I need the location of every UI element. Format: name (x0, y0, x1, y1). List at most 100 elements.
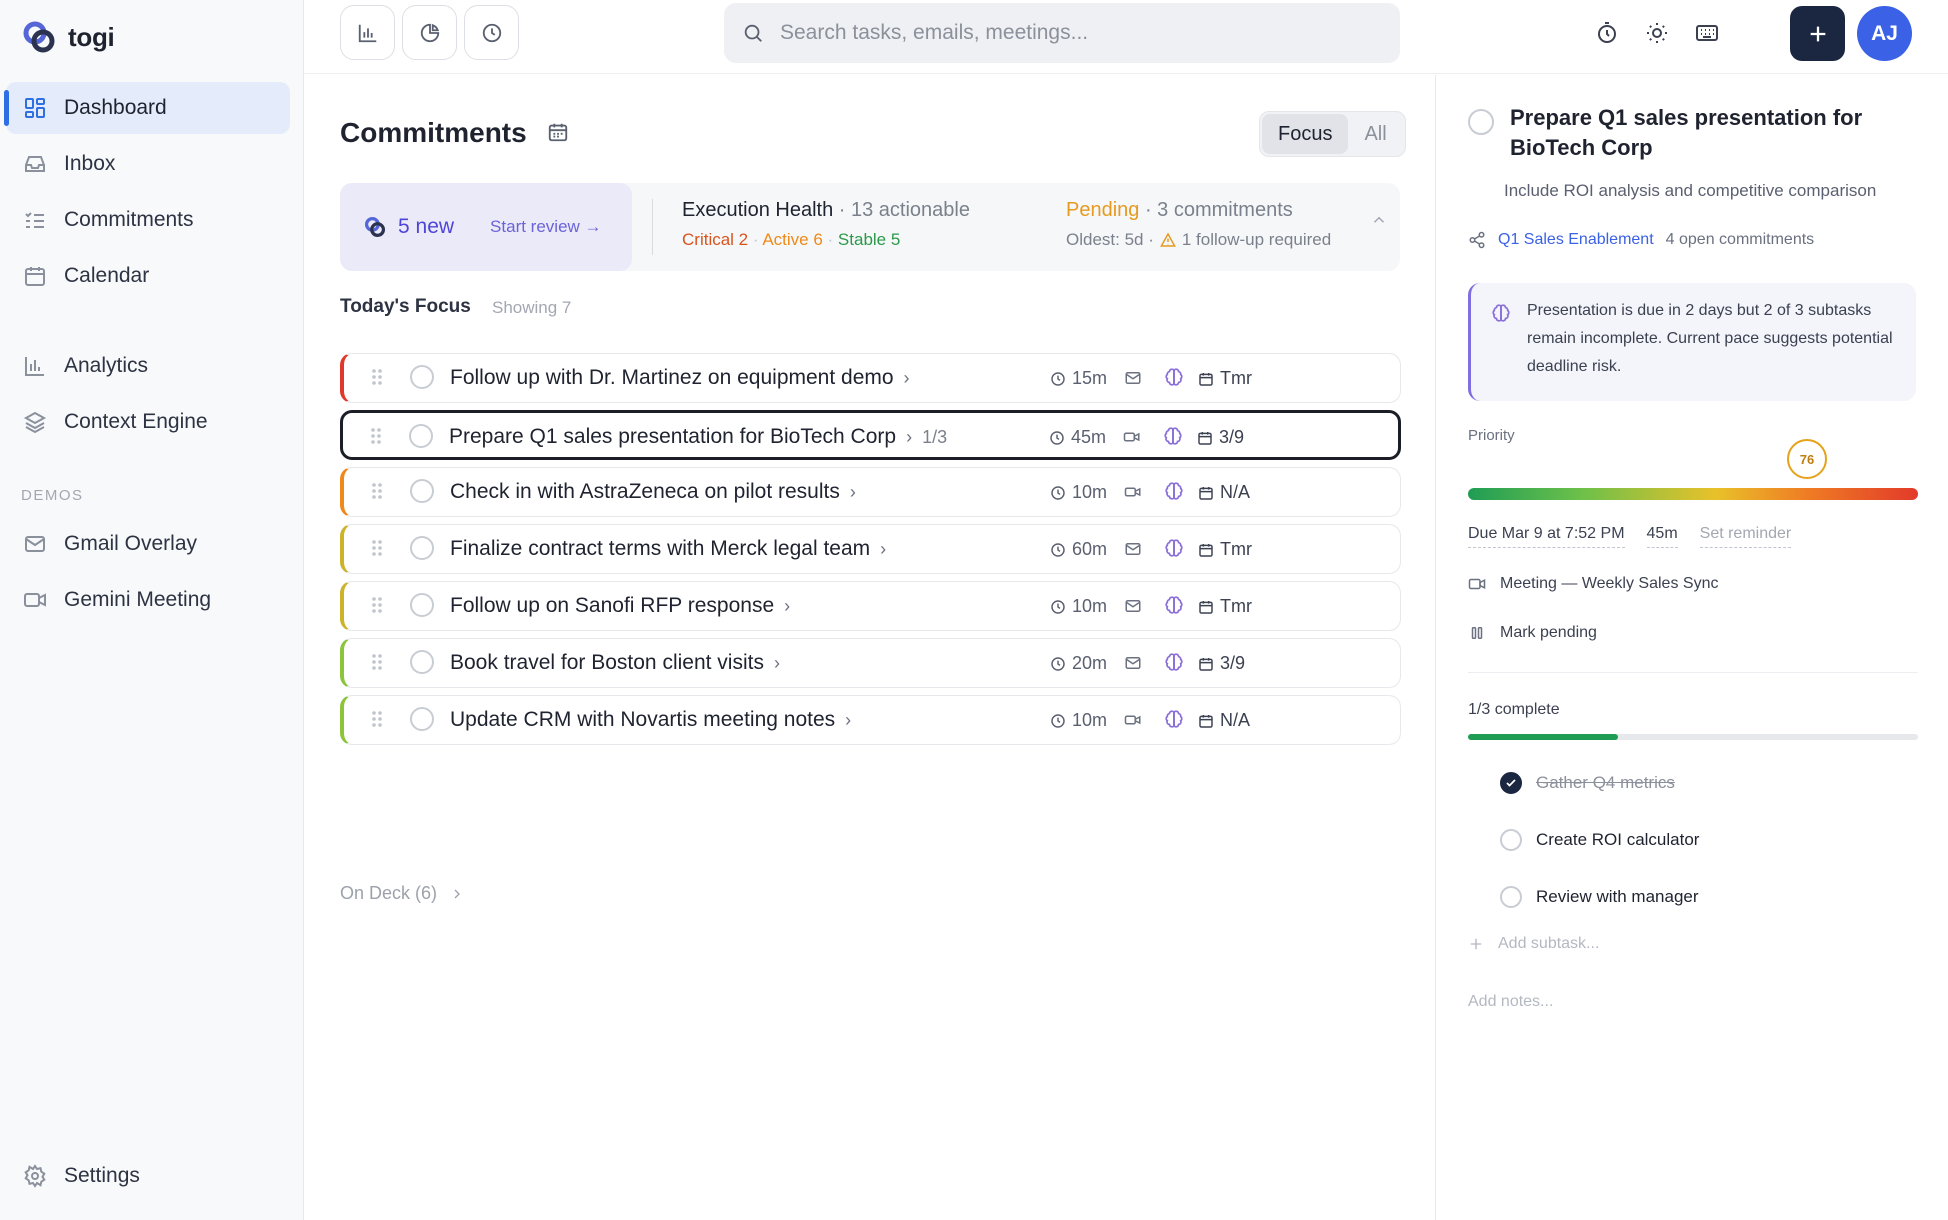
task-due[interactable]: Tmr (1198, 368, 1252, 389)
stable-count[interactable]: Stable 5 (837, 230, 901, 249)
meeting-link[interactable]: Meeting — Weekly Sales Sync (1468, 575, 1718, 593)
sidebar-item-analytics[interactable]: Analytics (6, 340, 290, 392)
video-icon[interactable] (1123, 428, 1141, 446)
brain-icon[interactable] (1164, 367, 1184, 387)
sidebar-item-settings[interactable]: Settings (6, 1150, 290, 1202)
mail-icon[interactable] (1124, 654, 1142, 672)
drag-handle-icon[interactable] (370, 367, 384, 387)
task-due[interactable]: 3/9 (1198, 653, 1245, 674)
task-row[interactable]: Update CRM with Novartis meeting notes ›… (340, 695, 1401, 745)
task-title[interactable]: Follow up on Sanofi RFP response › (450, 594, 790, 618)
mail-icon[interactable] (1124, 597, 1142, 615)
theme-toggle-button[interactable] (1640, 16, 1674, 50)
video-icon[interactable] (1124, 483, 1142, 501)
drag-handle-icon[interactable] (370, 595, 384, 615)
task-due[interactable]: Tmr (1198, 596, 1252, 617)
task-due[interactable]: N/A (1198, 482, 1250, 503)
task-title[interactable]: Follow up with Dr. Martinez on equipment… (450, 366, 910, 390)
task-due[interactable]: 3/9 (1197, 427, 1244, 448)
task-checkbox[interactable] (410, 365, 434, 389)
task-row[interactable]: Follow up on Sanofi RFP response › 10m T… (340, 581, 1401, 631)
brain-icon[interactable] (1164, 538, 1184, 558)
task-due[interactable]: N/A (1198, 710, 1250, 731)
sidebar-item-context-engine[interactable]: Context Engine (6, 396, 290, 448)
pie-chart-button[interactable] (402, 5, 457, 60)
video-icon[interactable] (1124, 711, 1142, 729)
critical-count[interactable]: Critical 2 (682, 230, 749, 249)
toggle-focus[interactable]: Focus (1262, 114, 1349, 154)
task-title[interactable]: Book travel for Boston client visits › (450, 651, 780, 675)
task-row[interactable]: Follow up with Dr. Martinez on equipment… (340, 353, 1401, 403)
avatar[interactable]: AJ (1857, 6, 1912, 61)
task-title[interactable]: Update CRM with Novartis meeting notes › (450, 708, 851, 732)
brain-icon[interactable] (1163, 426, 1183, 446)
add-button[interactable] (1790, 6, 1845, 61)
project-link[interactable]: Q1 Sales Enablement (1498, 231, 1654, 248)
calendar-icon[interactable] (547, 121, 569, 143)
pending-summary[interactable]: Pending · 3 commitments Oldest: 5d · 1 f… (1066, 199, 1331, 250)
mark-pending-button[interactable]: Mark pending (1468, 624, 1597, 642)
task-row[interactable]: Finalize contract terms with Merck legal… (340, 524, 1401, 574)
task-title[interactable]: Prepare Q1 sales presentation for BioTec… (449, 425, 947, 449)
task-checkbox[interactable] (410, 650, 434, 674)
task-row[interactable]: Check in with AstraZeneca on pilot resul… (340, 467, 1401, 517)
brain-icon[interactable] (1164, 595, 1184, 615)
subtask-item[interactable]: Gather Q4 metrics (1500, 772, 1675, 794)
analytics-button[interactable] (340, 5, 395, 60)
sidebar-item-commitments[interactable]: Commitments (6, 194, 290, 246)
task-due[interactable]: Tmr (1198, 539, 1252, 560)
collapse-chevron-icon[interactable] (1370, 211, 1388, 229)
sidebar-item-inbox[interactable]: Inbox (6, 138, 290, 190)
task-checkbox[interactable] (410, 479, 434, 503)
time-estimate[interactable]: 45m (1646, 525, 1678, 548)
brain-icon[interactable] (1164, 709, 1184, 729)
priority-bar[interactable] (1468, 488, 1918, 500)
toggle-all[interactable]: All (1364, 122, 1387, 145)
detail-title[interactable]: Prepare Q1 sales presentation for BioTec… (1510, 105, 1863, 160)
detail-description[interactable]: Include ROI analysis and competitive com… (1504, 181, 1877, 200)
timer-button[interactable] (1590, 16, 1624, 50)
subtask-item[interactable]: Create ROI calculator (1500, 829, 1699, 851)
history-button[interactable] (464, 5, 519, 60)
keyboard-shortcuts-button[interactable] (1690, 16, 1724, 50)
sidebar-item-gmail-overlay[interactable]: Gmail Overlay (6, 518, 290, 570)
brain-icon[interactable] (1164, 481, 1184, 501)
subtask-item[interactable]: Review with manager (1500, 886, 1699, 908)
priority-score-badge[interactable]: 76 (1787, 439, 1827, 479)
drag-handle-icon[interactable] (370, 709, 384, 729)
complete-checkbox[interactable] (1468, 109, 1494, 135)
new-review-box[interactable]: 5 new Start review → (340, 183, 632, 271)
due-date[interactable]: Due Mar 9 at 7:52 PM (1468, 525, 1625, 548)
task-title[interactable]: Finalize contract terms with Merck legal… (450, 537, 886, 561)
task-checkbox[interactable] (410, 707, 434, 731)
task-row[interactable]: Book travel for Boston client visits › 2… (340, 638, 1401, 688)
brain-icon[interactable] (1164, 652, 1184, 672)
drag-handle-icon[interactable] (369, 426, 383, 446)
on-deck-toggle[interactable]: On Deck (6) (340, 883, 465, 904)
subtask-checkbox-checked[interactable] (1500, 772, 1522, 794)
set-reminder-link[interactable]: Set reminder (1699, 525, 1792, 548)
drag-handle-icon[interactable] (370, 652, 384, 672)
sidebar-item-gemini-meeting[interactable]: Gemini Meeting (6, 574, 290, 626)
start-review-link[interactable]: Start review → (490, 217, 602, 236)
task-checkbox[interactable] (410, 593, 434, 617)
duration-text: 10m (1072, 482, 1108, 502)
drag-handle-icon[interactable] (370, 481, 384, 501)
task-checkbox[interactable] (409, 424, 433, 448)
add-subtask-input[interactable]: Add subtask... (1468, 935, 1599, 953)
sidebar-item-calendar[interactable]: Calendar (6, 250, 290, 302)
task-checkbox[interactable] (410, 536, 434, 560)
subtask-checkbox[interactable] (1500, 886, 1522, 908)
mail-icon[interactable] (1124, 369, 1142, 387)
subtask-checkbox[interactable] (1500, 829, 1522, 851)
task-row[interactable]: Prepare Q1 sales presentation for BioTec… (340, 410, 1401, 460)
mail-icon[interactable] (1124, 540, 1142, 558)
active-count[interactable]: Active 6 (762, 230, 823, 249)
search-input[interactable] (780, 21, 1380, 45)
drag-handle-icon[interactable] (370, 538, 384, 558)
task-title[interactable]: Check in with AstraZeneca on pilot resul… (450, 480, 856, 504)
app-logo[interactable]: togi (22, 20, 115, 54)
search-bar[interactable] (724, 3, 1400, 63)
add-notes-input[interactable]: Add notes... (1468, 993, 1554, 1010)
sidebar-item-dashboard[interactable]: Dashboard (4, 82, 290, 134)
